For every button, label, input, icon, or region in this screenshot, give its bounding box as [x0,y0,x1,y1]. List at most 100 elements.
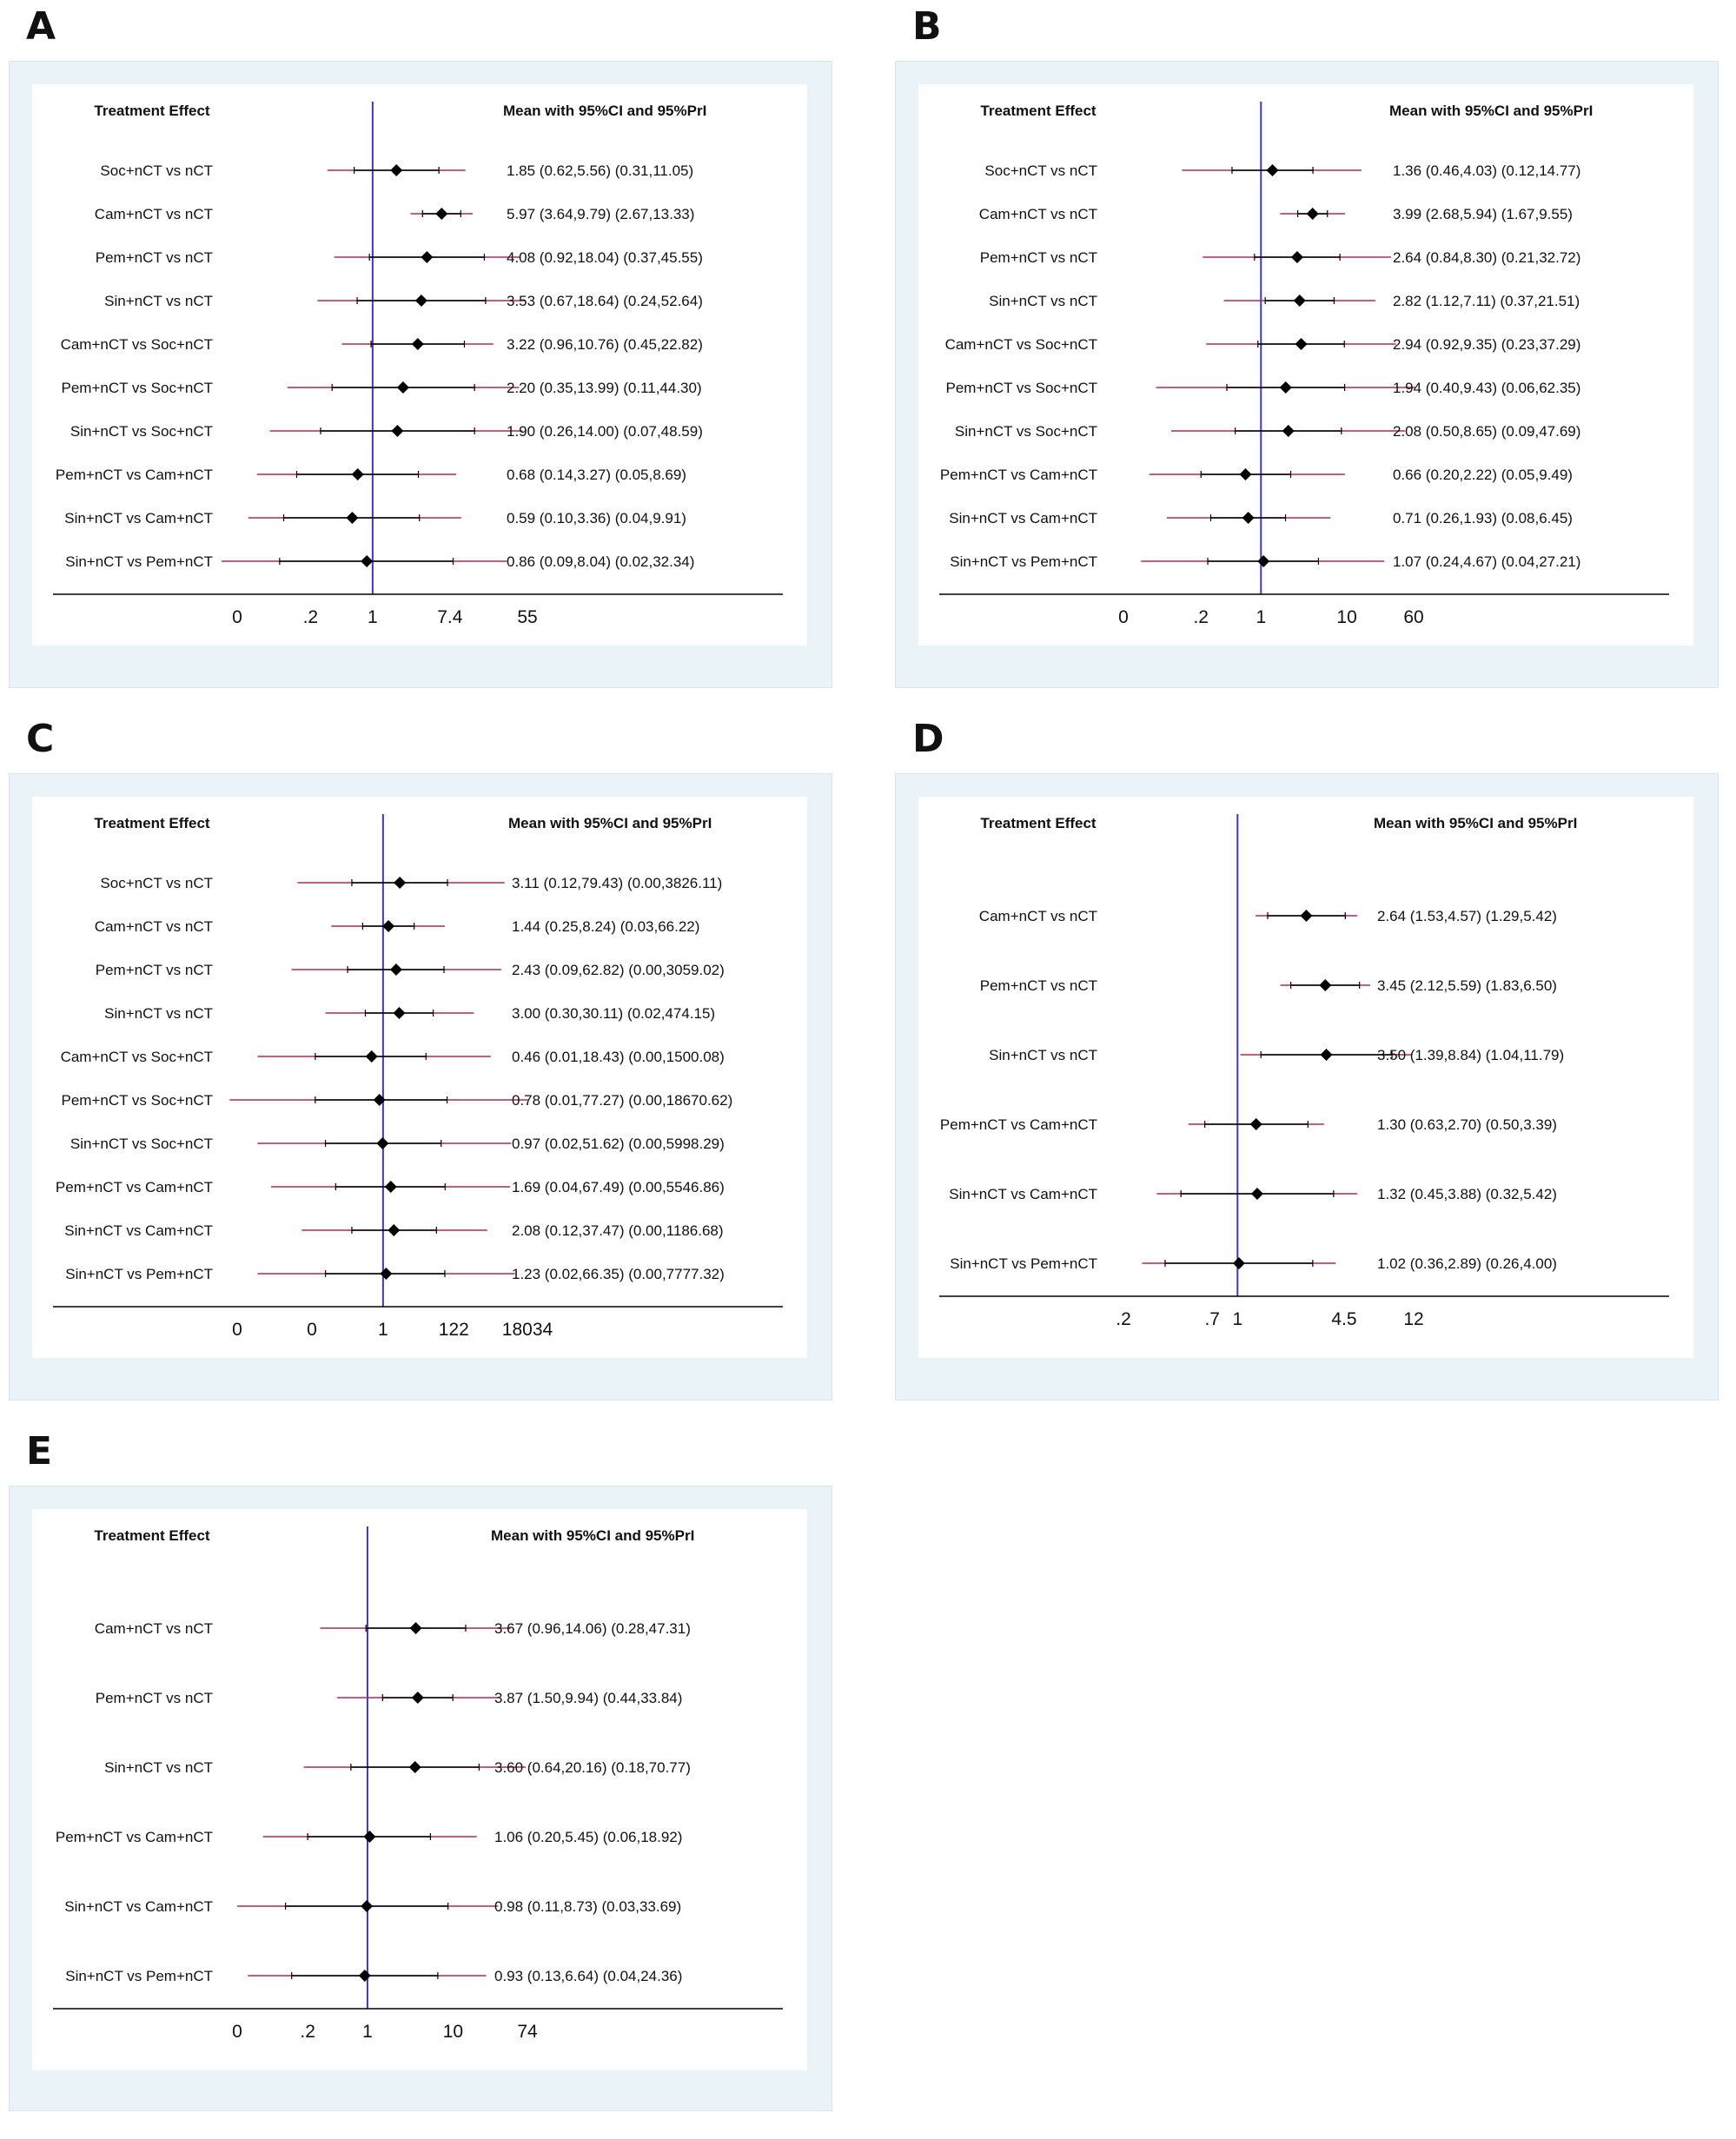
row-label: Sin+nCT vs Pem+nCT [65,553,213,570]
row-label: Pem+nCT vs nCT [96,249,213,266]
x-tick-label: 7.4 [437,607,463,627]
panel-b-frame: Treatment Effect Mean with 95%CI and 95%P… [895,61,1719,688]
row-stats: 1.06 (0.20,5.45) (0.06,18.92) [494,1829,682,1845]
row-stats: 2.20 (0.35,13.99) (0.11,44.30) [507,380,702,396]
forest-row: Soc+nCT vs nCT 3.11 (0.12,79.43) (0.00,38… [100,875,722,891]
forest-row: Sin+nCT vs nCT 3.60 (0.64,20.16) (0.18,70… [104,1759,691,1776]
mean-diamond [435,208,448,220]
forest-row: Sin+nCT vs Soc+nCT 2.08 (0.50,8.65) (0.09… [955,423,1581,440]
row-stats: 0.98 (0.11,8.73) (0.03,33.69) [494,1898,681,1915]
row-label: Cam+nCT vs nCT [979,908,1097,924]
row-stats: 0.93 (0.13,6.64) (0.04,24.36) [494,1968,682,1984]
row-stats: 3.00 (0.30,30.11) (0.02,474.15) [512,1005,715,1022]
mean-diamond [384,1181,397,1193]
row-stats: 3.87 (1.50,9.94) (0.44,33.84) [494,1690,682,1706]
row-label: Sin+nCT vs Pem+nCT [950,553,1097,570]
mean-diamond [1319,979,1332,991]
row-label: Pem+nCT vs Cam+nCT [56,467,213,483]
forest-row: Sin+nCT vs Soc+nCT 1.90 (0.26,14.00) (0.0… [70,423,703,440]
row-stats: 2.08 (0.50,8.65) (0.09,47.69) [1393,423,1580,440]
panel-letter-b: B [912,4,942,49]
mean-diamond [1300,910,1313,922]
mean-diamond [1290,251,1303,263]
forest-row: Sin+nCT vs Pem+nCT 1.23 (0.02,66.35) (0.0… [65,1266,725,1282]
forest-plot-e: Treatment Effect Mean with 95%CI and 95%P… [53,1526,783,2042]
mean-diamond [1257,555,1270,567]
x-tick-label: 4.5 [1331,1309,1356,1329]
mean-diamond [408,1761,421,1773]
x-tick-label: 1 [368,607,378,627]
forest-row: Cam+nCT vs Soc+nCT 2.94 (0.92,9.35) (0.23… [945,336,1581,353]
forest-row: Sin+nCT vs Cam+nCT 0.71 (0.26,1.93) (0.08… [949,510,1573,526]
x-tick-label: .2 [303,607,319,627]
row-label: Sin+nCT vs nCT [104,1759,213,1776]
row-stats: 3.53 (0.67,18.64) (0.24,52.64) [507,293,703,309]
row-stats: 0.59 (0.10,3.36) (0.04,9.91) [507,510,686,526]
header-treatment-effect: Treatment Effect [94,103,210,119]
forest-row: Pem+nCT vs nCT 4.08 (0.92,18.04) (0.37,45… [96,249,703,266]
mean-diamond [376,1137,389,1149]
x-tick-label: 1 [1256,607,1266,627]
header-treatment-effect: Treatment Effect [980,103,1097,119]
row-label: Pem+nCT vs Soc+nCT [946,380,1097,396]
forest-row: Sin+nCT vs Pem+nCT 1.02 (0.36,2.89) (0.26… [950,1255,1557,1272]
row-stats: 5.97 (3.64,9.79) (2.67,13.33) [507,206,694,222]
mean-diamond [1242,512,1255,524]
row-stats: 2.94 (0.92,9.35) (0.23,37.29) [1393,336,1580,353]
row-stats: 2.43 (0.09,62.82) (0.00,3059.02) [512,962,725,978]
row-stats: 0.66 (0.20,2.22) (0.05,9.49) [1393,467,1573,483]
forest-row: Sin+nCT vs nCT 2.82 (1.12,7.11) (0.37,21.… [989,293,1580,309]
mean-diamond [1295,338,1308,350]
row-label: Pem+nCT vs nCT [96,1690,213,1706]
row-label: Pem+nCT vs Cam+nCT [56,1179,213,1195]
x-tick-label: 12 [1403,1309,1423,1329]
mean-diamond [1266,164,1279,176]
mean-diamond [351,468,364,480]
x-tick-label: 0 [307,1320,317,1340]
row-stats: 1.07 (0.24,4.67) (0.04,27.21) [1393,553,1580,570]
row-label: Sin+nCT vs Soc+nCT [70,1136,213,1152]
forest-row: Soc+nCT vs nCT 1.36 (0.46,4.03) (0.12,14.… [984,162,1580,179]
forest-row: Sin+nCT vs Pem+nCT 1.07 (0.24,4.67) (0.04… [950,553,1580,570]
mean-diamond [1282,425,1295,437]
row-stats: 1.90 (0.26,14.00) (0.07,48.59) [507,423,703,440]
forest-row: Sin+nCT vs nCT 3.53 (0.67,18.64) (0.24,52… [104,293,703,309]
mean-diamond [382,920,395,932]
x-tick-label: 74 [517,2022,538,2042]
mean-diamond [391,425,404,437]
panel-e-frame: Treatment Effect Mean with 95%CI and 95%P… [9,1486,832,2111]
x-tick-label: .7 [1204,1309,1220,1329]
row-label: Sin+nCT vs Cam+nCT [64,1222,213,1239]
forest-plot-c: Treatment Effect Mean with 95%CI and 95%P… [53,814,783,1340]
row-label: Sin+nCT vs Cam+nCT [64,1898,213,1915]
mean-diamond [411,1692,424,1704]
forest-row: Cam+nCT vs nCT 3.99 (2.68,5.94) (1.67,9.5… [979,206,1573,222]
panel-c-plot-area: Treatment Effect Mean with 95%CI and 95%P… [32,797,807,1358]
row-stats: 1.23 (0.02,66.35) (0.00,7777.32) [512,1266,725,1282]
header-mean-ci-pri: Mean with 95%CI and 95%PrI [1374,815,1577,831]
forest-row: Sin+nCT vs Cam+nCT 1.32 (0.45,3.88) (0.32… [949,1186,1557,1202]
mean-diamond [393,1007,406,1019]
row-stats: 3.67 (0.96,14.06) (0.28,47.31) [494,1620,691,1637]
mean-diamond [346,512,359,524]
row-stats: 0.78 (0.01,77.27) (0.00,18670.62) [512,1092,732,1109]
x-tick-label: 0 [1118,607,1129,627]
row-label: Cam+nCT vs Soc+nCT [61,1049,213,1065]
row-label: Soc+nCT vs nCT [100,162,213,179]
forest-row: Pem+nCT vs Cam+nCT 1.30 (0.63,2.70) (0.50… [940,1116,1557,1133]
forest-row: Sin+nCT vs Cam+nCT 0.98 (0.11,8.73) (0.03… [64,1898,681,1915]
row-stats: 1.85 (0.62,5.56) (0.31,11.05) [507,162,693,179]
mean-diamond [1279,381,1292,394]
forest-row: Cam+nCT vs nCT 1.44 (0.25,8.24) (0.03,66.… [95,918,700,935]
panel-b-plot-area: Treatment Effect Mean with 95%CI and 95%P… [918,84,1693,646]
x-tick-label: 18034 [502,1320,553,1340]
row-label: Cam+nCT vs Soc+nCT [945,336,1097,353]
header-treatment-effect: Treatment Effect [980,815,1097,831]
forest-row: Pem+nCT vs nCT 2.64 (0.84,8.30) (0.21,32.… [980,249,1581,266]
row-label: Cam+nCT vs Soc+nCT [61,336,213,353]
mean-diamond [411,338,424,350]
mean-diamond [1293,295,1306,307]
mean-diamond [1306,208,1319,220]
header-mean-ci-pri: Mean with 95%CI and 95%PrI [1389,103,1593,119]
row-stats: 4.08 (0.92,18.04) (0.37,45.55) [507,249,703,266]
